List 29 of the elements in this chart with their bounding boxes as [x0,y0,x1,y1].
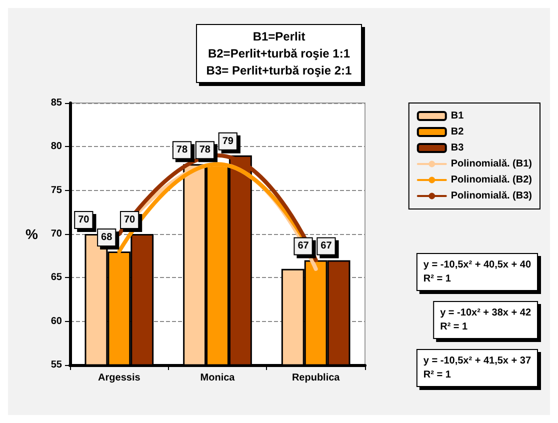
x-tick-label: Argessis [98,372,141,384]
data-label: 70 [78,214,90,226]
chart-title: B1=Perlit B2=Perlit+turbă roşie 1:1 B3= Perlit+turbă roşie 2:1 [206,30,352,78]
legend-label: Polinomială. (B3) [450,190,532,202]
y-tick-label: 70 [50,228,62,240]
text: y = -10,5x² + 41,5x + 37 R² = 1 [423,356,532,380]
x-tick-label: Monica [200,372,236,384]
y-axis-title: % [26,226,39,242]
text: y = -10,5x² + 40,5x + 40 R² = 1 [423,260,532,284]
legend-label: B1 [450,110,464,122]
legend-label: B2 [450,126,464,138]
data-label: 70 [124,214,136,226]
legend-label: Polinomială. (B2) [450,174,532,186]
x-tick-label: Republica [292,372,340,384]
data-label: 79 [222,136,234,147]
data-label: 67 [320,240,332,252]
y-tick-label: 55 [50,360,62,370]
y-tick-label: 80 [50,141,62,152]
legend-label: B3 [450,142,464,154]
data-label: 67 [298,240,310,252]
y-tick-label: 75 [50,184,62,196]
data-label: 78 [176,144,188,156]
y-tick-label: 60 [50,316,62,327]
y-tick-label: 85 [50,98,62,108]
y-tick-label: 65 [50,272,62,284]
text: y = -10x² + 38x + 42 R² = 1 [440,308,532,332]
data-label: 78 [199,144,211,156]
data-label: 68 [101,232,113,243]
legend-label: Polinomială. (B1) [450,158,532,170]
